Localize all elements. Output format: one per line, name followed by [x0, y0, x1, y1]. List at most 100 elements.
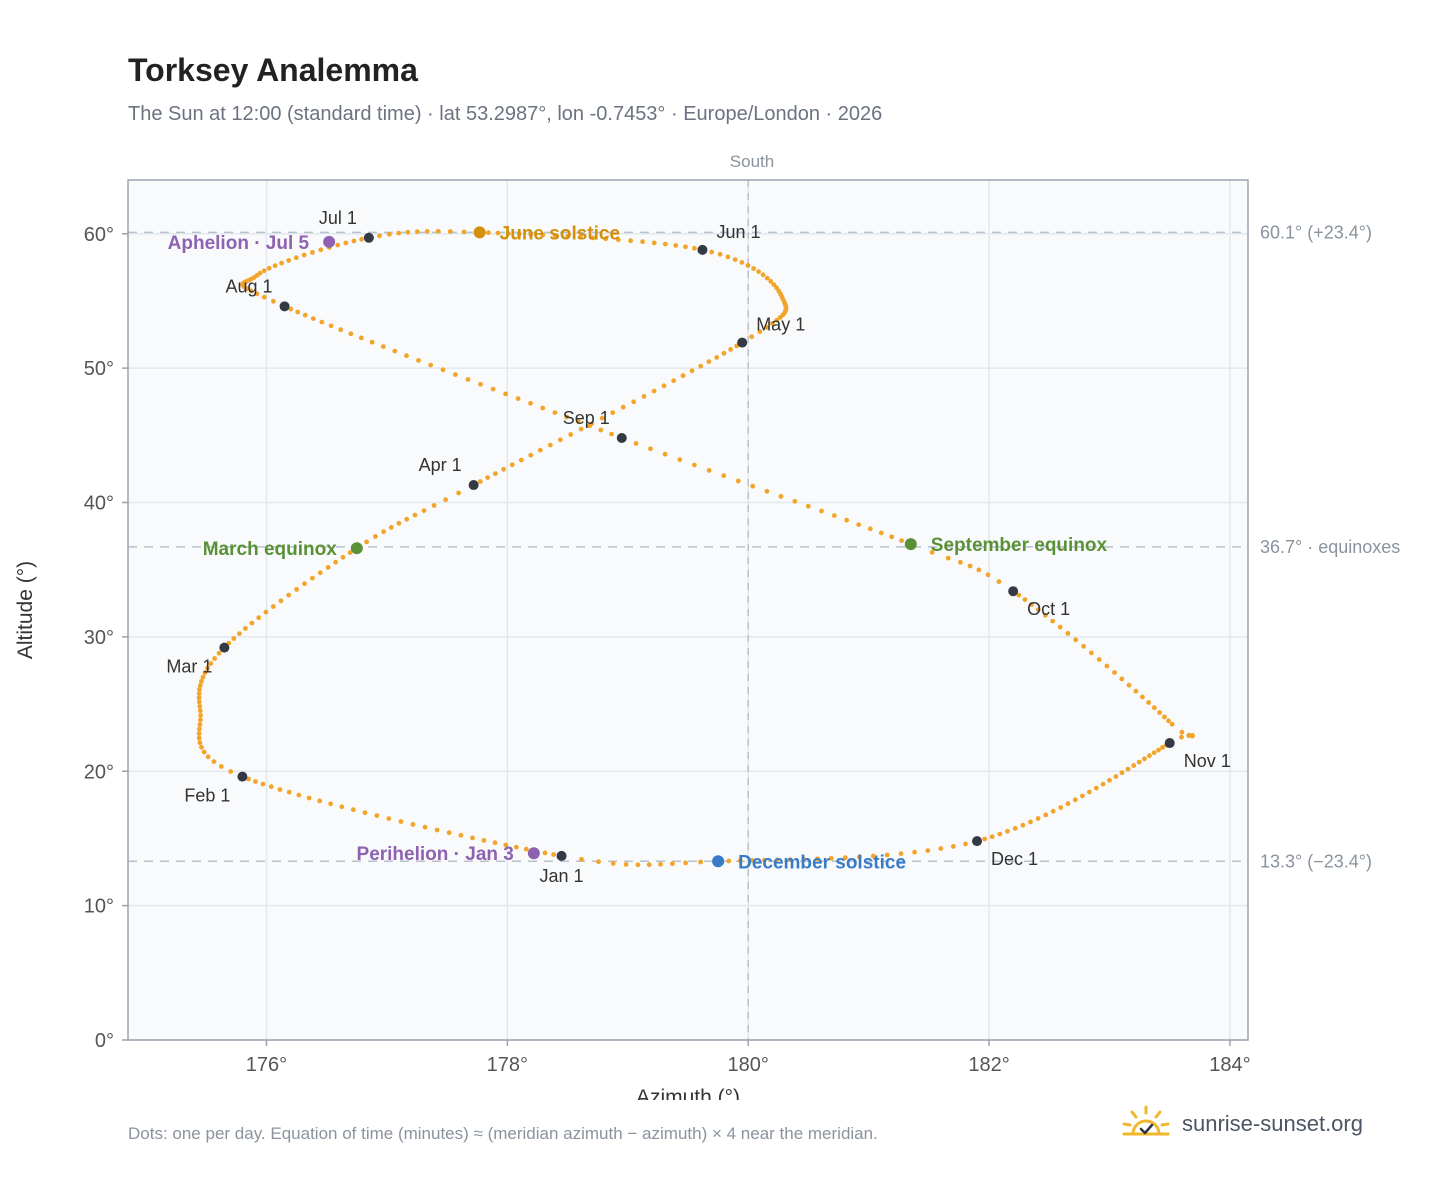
daily-dot: [683, 860, 688, 866]
y-tick-label: 50°: [84, 358, 114, 380]
daily-dot: [249, 620, 255, 626]
daily-dot: [1020, 822, 1026, 828]
daily-dot: [540, 232, 546, 238]
daily-dot: [610, 861, 616, 866]
brand[interactable]: sunrise-sunset.org: [1120, 1100, 1363, 1148]
daily-dot: [1140, 694, 1145, 700]
daily-dot: [528, 400, 533, 406]
daily-dot: [762, 857, 767, 863]
daily-dot: [1043, 612, 1048, 618]
daily-dot: [615, 237, 621, 243]
daily-dot: [925, 848, 931, 853]
event-marker: [323, 235, 336, 248]
daily-dot: [1119, 676, 1125, 682]
daily-dot: [1131, 763, 1137, 768]
daily-dot: [228, 769, 234, 774]
daily-dot: [248, 288, 254, 294]
daily-dot: [1125, 766, 1131, 772]
daily-dot: [196, 731, 202, 736]
daily-dot: [197, 687, 202, 692]
daily-dot: [996, 579, 1002, 584]
daily-dot: [631, 399, 637, 405]
daily-dot: [867, 526, 873, 532]
daily-dot: [364, 539, 369, 545]
daily-dot: [509, 462, 515, 468]
daily-dot: [842, 855, 848, 861]
daily-dot: [493, 471, 498, 476]
daily-dot: [325, 565, 331, 570]
daily-dot: [967, 563, 973, 569]
daily-dot: [646, 862, 652, 868]
daily-dot: [396, 230, 402, 236]
daily-dot: [714, 355, 720, 360]
daily-dot: [828, 855, 834, 861]
daily-dot: [578, 426, 584, 432]
daily-dot: [447, 229, 453, 234]
page-subtitle: The Sun at 12:00 (standard time) · lat 5…: [128, 103, 883, 125]
daily-dot: [989, 834, 995, 840]
daily-dot: [317, 798, 323, 804]
daily-dot: [477, 479, 483, 484]
daily-dot: [197, 726, 202, 732]
daily-dot: [197, 722, 203, 727]
y-tick-label: 10°: [84, 896, 114, 918]
month-label: May 1: [756, 315, 805, 335]
daily-dot: [216, 650, 222, 656]
month-label: Apr 1: [419, 455, 462, 475]
month-marker: [972, 836, 983, 847]
daily-dot: [689, 368, 695, 374]
axis-ticks: 176° 178° 180° 182° 184° 0° 10° 20° 30° 40° 50° 60°: [84, 224, 1251, 1076]
daily-dot: [254, 291, 260, 297]
daily-dot: [528, 232, 534, 237]
month-label: Jun 1: [716, 222, 760, 242]
daily-dot: [878, 530, 884, 536]
daily-dot: [306, 795, 312, 801]
daily-dot: [764, 488, 770, 494]
daily-dot: [651, 240, 657, 246]
daily-dot: [196, 735, 202, 741]
daily-dot: [503, 391, 508, 397]
daily-dot: [1035, 816, 1041, 821]
daily-dot: [492, 840, 498, 846]
daily-dot: [310, 316, 316, 321]
event-label: June solstice: [500, 223, 620, 244]
daily-dot: [819, 508, 824, 514]
daily-dot: [1162, 714, 1167, 720]
event-label: December solstice: [738, 852, 906, 873]
daily-dot: [453, 372, 458, 377]
plot-frame: [127, 179, 1249, 1041]
daily-dot: [196, 699, 202, 705]
y-tick-label: 40°: [84, 493, 114, 515]
daily-dot: [899, 538, 904, 543]
daily-dot: [677, 457, 683, 463]
daily-dot: [1156, 747, 1161, 753]
daily-dot: [470, 835, 475, 841]
daily-dot: [202, 670, 208, 676]
daily-dot: [296, 792, 302, 798]
daily-dot: [266, 265, 272, 271]
daily-dot: [997, 831, 1003, 837]
daily-dot: [756, 269, 761, 274]
daily-dot: [515, 396, 521, 401]
daily-dot: [319, 319, 325, 325]
daily-dot: [963, 841, 968, 847]
daily-dot: [528, 452, 534, 458]
daily-dot: [347, 550, 353, 555]
daily-dot: [648, 446, 653, 452]
month-marker: [737, 337, 748, 348]
daily-dot: [774, 285, 779, 291]
daily-dot: [340, 554, 346, 560]
daily-dot: [333, 559, 338, 565]
daily-dot: [1073, 637, 1079, 643]
daily-dot: [692, 462, 697, 468]
daily-dot: [609, 431, 614, 437]
x-tick-label: 176°: [246, 1054, 287, 1076]
event-marker: [712, 855, 725, 868]
daily-dot: [749, 334, 755, 340]
daily-dot: [253, 779, 258, 784]
daily-dot: [339, 804, 345, 810]
brand-name: sunrise-sunset.org: [1182, 1111, 1363, 1136]
daily-dot: [243, 626, 248, 631]
daily-dot: [760, 272, 766, 278]
daily-dot: [338, 327, 344, 333]
